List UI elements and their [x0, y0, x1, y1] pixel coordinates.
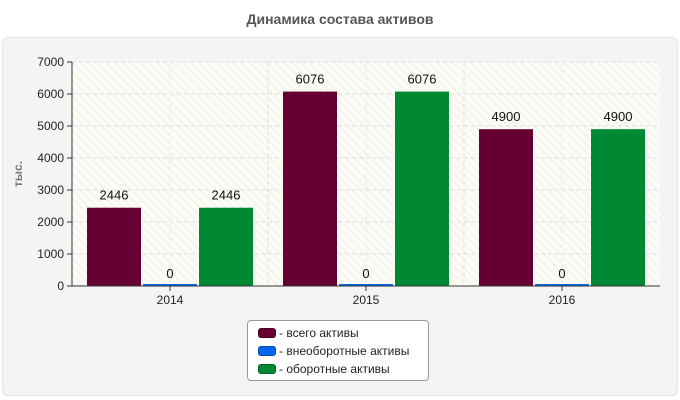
bar-value-label: 0 — [558, 266, 565, 281]
chart-title: Динамика состава активов — [246, 11, 434, 27]
legend-item-noncurrent[interactable]: - внеоборотные активы — [258, 342, 428, 360]
legend-label-total: - всего активы — [279, 326, 359, 340]
legend-swatch-total — [258, 328, 276, 338]
bar-value-label: 4900 — [604, 109, 633, 124]
x-tick-label: 2014 — [157, 293, 184, 307]
y-tick-label: 7000 — [37, 55, 64, 69]
legend-swatch-noncurrent — [258, 346, 276, 356]
legend-item-current[interactable]: - оборотные активы — [258, 360, 428, 378]
bar[interactable] — [283, 91, 337, 287]
legend: - всего активы - внеоборотные активы - о… — [247, 320, 429, 381]
x-tick-label: 2016 — [549, 293, 576, 307]
legend-swatch-current — [258, 364, 276, 374]
y-tick-label: 1000 — [37, 247, 64, 261]
legend-label-current: - оборотные активы — [279, 362, 390, 376]
y-tick-label: 0 — [57, 279, 64, 293]
y-tick-label: 4000 — [37, 151, 64, 165]
bar[interactable] — [143, 284, 197, 286]
y-tick-label: 2000 — [37, 215, 64, 229]
legend-item-total[interactable]: - всего активы — [258, 324, 428, 342]
bar[interactable] — [535, 284, 589, 286]
bar-value-label: 6076 — [296, 72, 325, 87]
bar-value-label: 2446 — [212, 188, 241, 203]
bar[interactable] — [87, 207, 141, 286]
legend-label-noncurrent: - внеоборотные активы — [279, 344, 410, 358]
y-tick-label: 6000 — [37, 87, 64, 101]
bar-value-label: 4900 — [492, 109, 521, 124]
bar-value-label: 2446 — [100, 188, 129, 203]
x-tick-label: 2015 — [353, 293, 380, 307]
bar-value-label: 6076 — [408, 72, 437, 87]
bar[interactable] — [395, 91, 449, 287]
bar-value-label: 0 — [166, 266, 173, 281]
bar[interactable] — [591, 129, 645, 286]
y-tick-label: 5000 — [37, 119, 64, 133]
y-tick-label: 3000 — [37, 183, 64, 197]
bar[interactable] — [199, 207, 253, 286]
bar[interactable] — [339, 284, 393, 286]
bar[interactable] — [479, 129, 533, 286]
y-axis-label: тыс. — [11, 161, 25, 187]
bar-value-label: 0 — [362, 266, 369, 281]
